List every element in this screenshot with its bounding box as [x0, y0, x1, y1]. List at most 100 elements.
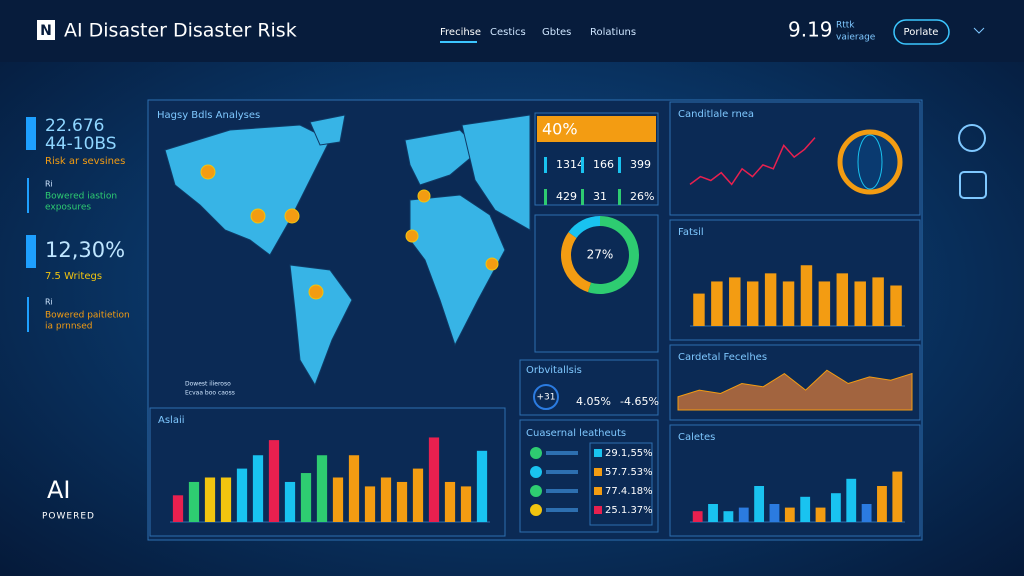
list-box [589, 442, 653, 526]
cell-accent [618, 189, 621, 205]
bar [252, 455, 264, 522]
cell-accent [544, 189, 547, 205]
list-line [546, 508, 578, 512]
header-bar [0, 0, 1024, 62]
bar [830, 493, 841, 522]
stat-accent [26, 235, 36, 268]
note: Bowered paitietion [45, 311, 130, 321]
button[interactable]: Porlate [904, 27, 939, 38]
item-dot [594, 468, 602, 476]
bar [861, 504, 872, 522]
note: Ri [45, 298, 53, 307]
panel-title: Orbvitallsis [526, 365, 582, 376]
summary-cell: 1314 [556, 158, 584, 171]
icon-globe[interactable] [958, 124, 986, 152]
bar [877, 486, 887, 522]
summary-cell: 166 [593, 158, 614, 171]
bar [738, 507, 749, 522]
continent [404, 129, 481, 186]
stat-label: Rttk [836, 21, 855, 31]
accent [27, 297, 29, 332]
bar [428, 437, 440, 522]
donut-panel [534, 214, 659, 353]
summary-cell: 429 [556, 190, 577, 203]
logo-box [37, 20, 55, 40]
nav-item[interactable]: Gbtes [542, 27, 571, 38]
bar [460, 486, 472, 522]
map-legend: Ecvaa boo caoss [185, 390, 235, 397]
button-frame[interactable] [893, 19, 950, 45]
map-legend: Dowest ilieroso [185, 381, 231, 388]
nav-item[interactable]: Rolatiuns [590, 27, 636, 38]
bar [892, 471, 903, 522]
item-dot [594, 506, 602, 514]
bar [300, 473, 312, 522]
risk-marker [284, 208, 300, 224]
bar [396, 481, 408, 522]
bar [711, 281, 723, 326]
stat-sub: 44-10BS [45, 134, 117, 154]
bar [476, 450, 488, 522]
list-dot [530, 466, 542, 478]
bar [800, 265, 813, 326]
bar [764, 273, 777, 326]
donut-segment [587, 216, 639, 294]
stat-label: Risk ar sevsines [45, 156, 125, 167]
continent [164, 124, 331, 256]
app-title: AI Disaster Disaster Risk [64, 20, 297, 42]
continent [309, 114, 346, 146]
orbit-value: 4.05% [576, 395, 611, 408]
icon-camera[interactable] [959, 171, 987, 199]
map-title: Hagsy Bdls Analyses [157, 110, 260, 121]
stat-accent [26, 117, 36, 150]
bar [348, 455, 360, 522]
bar [316, 455, 328, 522]
logo: N [40, 23, 52, 39]
area [677, 369, 913, 411]
bar [872, 277, 884, 326]
accent [27, 178, 29, 213]
bar [846, 478, 857, 522]
summary-head [537, 116, 656, 142]
cell-accent [581, 189, 584, 205]
list-item: 25.1.37% [605, 505, 653, 516]
risk-marker [405, 229, 419, 243]
note: Bowered iastion [45, 192, 117, 202]
continent [289, 264, 353, 387]
note: Ri [45, 180, 53, 189]
header-stat: 9.19 [788, 18, 833, 42]
bar [708, 504, 718, 522]
list-dot [530, 485, 542, 497]
list-item: 29.1,55% [605, 448, 653, 459]
list-line [546, 470, 578, 474]
bar [800, 496, 811, 522]
orbit-value: +31 [537, 393, 556, 403]
bar [693, 293, 705, 326]
nav-item[interactable]: Frecihse [440, 27, 481, 38]
badge-sub: POWERED [42, 512, 95, 522]
summary-headline: 40% [542, 120, 578, 139]
bar [746, 281, 759, 326]
bar [204, 477, 216, 522]
line [689, 137, 816, 186]
list-item: 57.7.53% [605, 467, 653, 478]
dropdown[interactable] [973, 27, 985, 34]
nav-item[interactable]: Cestics [490, 27, 526, 38]
list-item: 77.4.18% [605, 486, 653, 497]
bar [836, 273, 849, 326]
bar [380, 477, 392, 522]
note: ia prnnsed [45, 322, 92, 332]
bar [220, 477, 232, 522]
chart-title: Canditlale rnea [678, 109, 754, 120]
bar [818, 281, 831, 326]
bar [188, 481, 200, 522]
chart-title: Caletes [678, 432, 715, 443]
risk-marker [250, 208, 266, 224]
bar [444, 481, 456, 522]
bar [890, 285, 902, 326]
bar [769, 504, 780, 522]
globe [837, 129, 903, 195]
list-dot [530, 504, 542, 516]
bar [854, 281, 866, 326]
